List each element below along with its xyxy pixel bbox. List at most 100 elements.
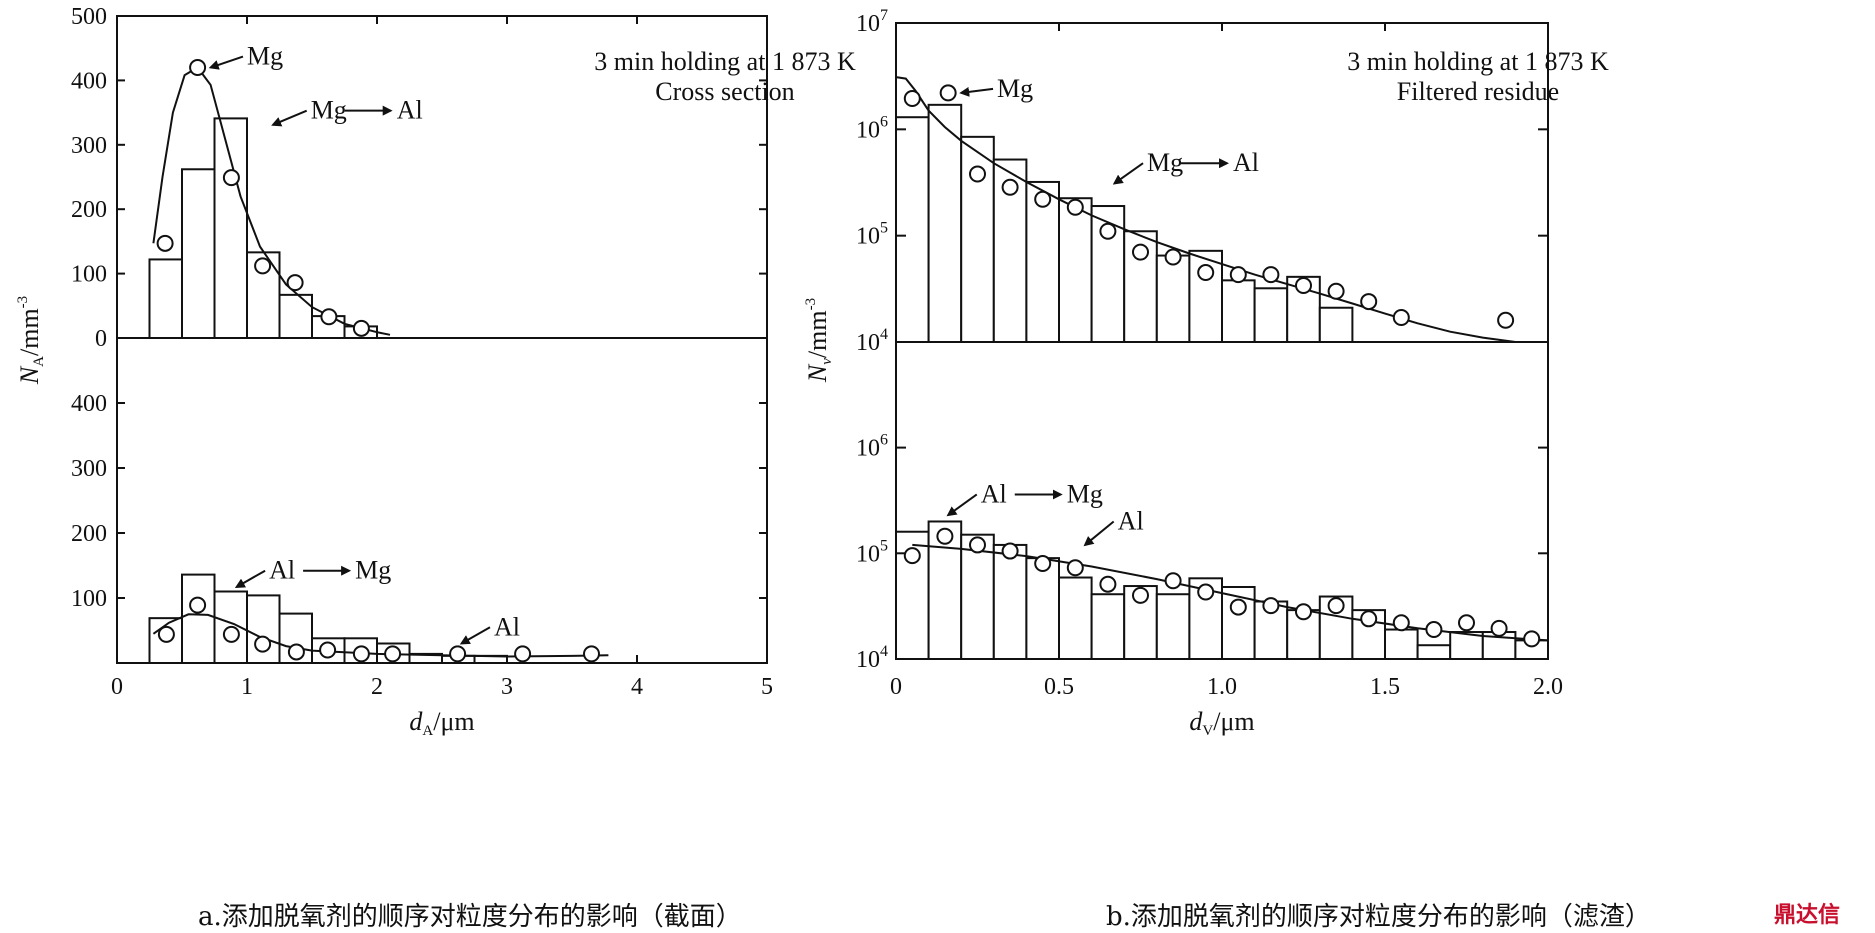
b-xlabel: dV/μm bbox=[1189, 707, 1254, 739]
watermark-logo: 鼎达信 bbox=[1774, 903, 1841, 928]
b-top-point-7 bbox=[1132, 243, 1149, 261]
caption-a: a.添加脱氧剂的顺序对粒度分布的影响（截面） bbox=[198, 902, 742, 932]
b-top-ytick-label-0: 104 bbox=[856, 326, 888, 356]
b-top-bar-1 bbox=[927, 103, 963, 343]
a-top-point-4 bbox=[286, 274, 304, 292]
b-bottom-point-2 bbox=[969, 536, 986, 554]
b-bottom-point-8 bbox=[1164, 572, 1182, 590]
a-xtick-label-2: 2 bbox=[371, 674, 383, 700]
a-top-point-2 bbox=[222, 169, 240, 187]
b-bottom-point-3 bbox=[1001, 542, 1019, 560]
a-top-label-arrow-1 bbox=[271, 109, 308, 127]
a-annotation-line1: 3 min holding at 1 873 K bbox=[594, 47, 856, 76]
a-bottom-ytick-label-4: 400 bbox=[71, 391, 107, 417]
b-bottom-label-second-0: Mg bbox=[1067, 479, 1103, 508]
b-bottom-point-10 bbox=[1229, 598, 1247, 616]
b-xtick-label-3: 1.5 bbox=[1370, 674, 1400, 700]
b-top-label-0: Mg bbox=[997, 74, 1033, 103]
a-bottom-bar-3 bbox=[246, 594, 281, 665]
a-bottom-point-10 bbox=[583, 645, 600, 663]
b-top-point-10 bbox=[1229, 266, 1247, 284]
b-bottom-label-arrow-0 bbox=[946, 493, 978, 517]
b-bottom-bar-4 bbox=[1025, 557, 1061, 661]
b-xtick-label-2: 1.0 bbox=[1207, 674, 1237, 700]
caption-b: b.添加脱氧剂的顺序对粒度分布的影响（滤渣） bbox=[1106, 902, 1651, 932]
a-top-label-second-1: Al bbox=[397, 96, 423, 125]
b-bottom-point-14 bbox=[1360, 610, 1378, 628]
a-bottom-point-5 bbox=[319, 641, 337, 659]
b-bottom-point-15 bbox=[1392, 614, 1410, 632]
b-top-point-3 bbox=[1001, 178, 1019, 196]
a-top-ytick-label-2: 200 bbox=[71, 197, 107, 223]
b-bottom-point-12 bbox=[1295, 603, 1312, 621]
a-top-ytick-label-4: 400 bbox=[71, 68, 107, 94]
b-top-point-2 bbox=[969, 165, 986, 183]
b-xtick-label-1: 0.5 bbox=[1044, 674, 1074, 700]
b-bottom-ytick-label-1: 105 bbox=[856, 537, 888, 567]
b-bottom-label-0: Al bbox=[981, 479, 1007, 508]
b-top-point-13 bbox=[1327, 282, 1345, 300]
b-bottom-bar-8 bbox=[1155, 593, 1191, 661]
a-bottom-label-0: Al bbox=[269, 556, 295, 585]
a-top-point-3 bbox=[254, 257, 272, 275]
a-ylabel: NA/mm-3 bbox=[15, 296, 47, 385]
a-top-bar-2 bbox=[213, 117, 248, 339]
a-top-ytick-label-0: 0 bbox=[95, 326, 107, 352]
b-top-bar-11 bbox=[1253, 287, 1289, 343]
b-bottom-point-1 bbox=[936, 527, 954, 545]
b-top-ytick-label-2: 106 bbox=[856, 113, 888, 143]
b-bottom-point-19 bbox=[1523, 630, 1541, 648]
a-bottom-point-8 bbox=[449, 645, 467, 663]
b-bottom-label-1: Al bbox=[1118, 506, 1144, 535]
b-top-point-11 bbox=[1262, 266, 1280, 284]
b-bottom-bar-2 bbox=[960, 533, 995, 660]
a-top-label-arrow-0 bbox=[208, 55, 244, 70]
b-bottom-ytick-label-0: 104 bbox=[856, 643, 888, 673]
b-xtick-label-0: 0 bbox=[890, 674, 902, 700]
a-bottom-point-1 bbox=[189, 596, 207, 614]
a-bottom-label-arrow-1 bbox=[459, 626, 491, 645]
a-bottom-ytick-label-2: 200 bbox=[71, 521, 107, 547]
b-annotation-line2: Filtered residue bbox=[1397, 77, 1559, 106]
b-bottom-label-arrow-1 bbox=[1083, 520, 1115, 547]
b-top-point-9 bbox=[1197, 264, 1215, 282]
b-top-point-5 bbox=[1066, 198, 1084, 216]
b-bottom-point-9 bbox=[1197, 583, 1215, 601]
a-top-point-0 bbox=[156, 234, 174, 252]
b-top-label-second-1: Al bbox=[1233, 148, 1259, 177]
a-bottom-bar-1 bbox=[181, 573, 216, 664]
b-bottom-point-7 bbox=[1132, 586, 1149, 604]
b-top-point-12 bbox=[1295, 276, 1312, 294]
b-bottom-point-4 bbox=[1034, 555, 1052, 573]
chart-b: Mg Mg Al Al Mg Al 104 105 106 107 104 105 106 0 0.5 1.0… bbox=[803, 7, 1609, 739]
a-xtick-label-0: 0 bbox=[111, 674, 123, 700]
b-bottom-point-16 bbox=[1425, 621, 1443, 639]
a-top-fit-curve bbox=[152, 66, 391, 336]
b-bottom-point-17 bbox=[1458, 614, 1475, 632]
b-xtick-label-4: 2.0 bbox=[1533, 674, 1563, 700]
a-bottom-ytick-label-3: 300 bbox=[71, 456, 107, 482]
b-top-point-8 bbox=[1164, 248, 1182, 266]
a-xtick-label-4: 4 bbox=[631, 674, 643, 700]
b-bottom-ytick-label-2: 106 bbox=[856, 432, 888, 462]
a-bottom-point-0 bbox=[157, 625, 175, 643]
a-top-ytick-label-5: 500 bbox=[71, 4, 107, 30]
a-top-ytick-label-3: 300 bbox=[71, 133, 107, 159]
a-top-label-0: Mg bbox=[247, 42, 283, 71]
b-bottom-point-6 bbox=[1099, 575, 1117, 593]
b-bottom-point-18 bbox=[1490, 619, 1508, 637]
a-top-label-1: Mg bbox=[311, 96, 347, 125]
b-bottom-bar-6 bbox=[1090, 593, 1126, 661]
a-bottom-point-6 bbox=[352, 645, 370, 663]
b-bottom-bar-5 bbox=[1058, 576, 1093, 660]
a-top-bar-4 bbox=[278, 293, 313, 339]
a-bottom-ytick-label-1: 100 bbox=[71, 586, 107, 612]
a-bottom-point-7 bbox=[384, 645, 402, 663]
b-ylabel: Nv/mm-3 bbox=[803, 298, 835, 383]
a-xlabel: dA/μm bbox=[409, 707, 474, 739]
a-bottom-point-3 bbox=[254, 635, 272, 653]
a-bottom-point-2 bbox=[222, 625, 240, 643]
b-top-label-1: Mg bbox=[1147, 148, 1183, 177]
b-top-bar-13 bbox=[1318, 306, 1354, 343]
b-bottom-point-11 bbox=[1262, 597, 1280, 615]
